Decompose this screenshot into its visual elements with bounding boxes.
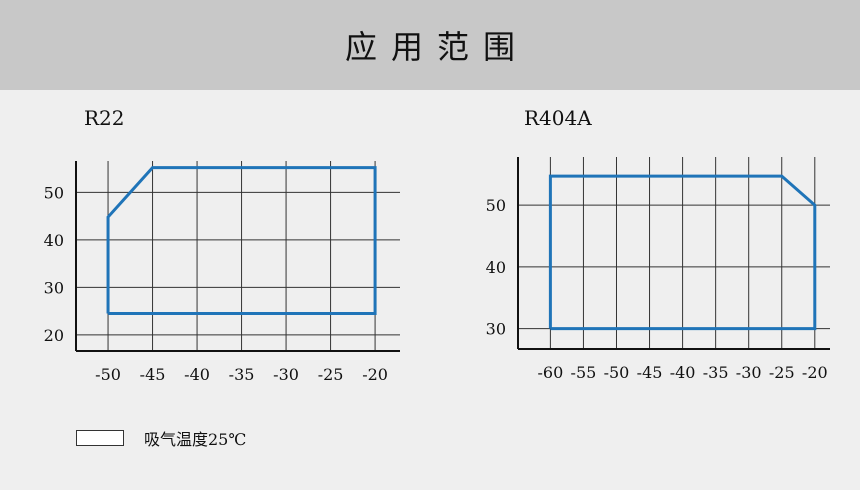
legend-swatch: [76, 430, 124, 446]
x-tick-label: -30: [736, 363, 762, 382]
x-tick-label: -40: [184, 365, 210, 384]
x-tick-label: -40: [670, 363, 696, 382]
x-tick-label: -50: [604, 363, 630, 382]
chart-title-r22: R22: [84, 106, 125, 130]
y-tick-label: 20: [44, 326, 64, 345]
x-tick-label: -45: [140, 365, 166, 384]
x-tick-label: -25: [769, 363, 795, 382]
y-tick-label: 30: [44, 278, 64, 297]
chart-title-r404a: R404A: [524, 106, 592, 130]
legend: 吸气温度25℃: [76, 426, 246, 450]
envelope-line: [106, 166, 377, 315]
x-tick-label: -35: [703, 363, 729, 382]
y-tick-label: 30: [486, 320, 506, 339]
chart-r404a: -60 -55 -50 -45 -40 -35 -30 -25 -20 30 40 50: [486, 157, 830, 382]
x-tick-label: -45: [637, 363, 663, 382]
y-tick-label: 40: [486, 258, 506, 277]
x-tick-label: -60: [538, 363, 564, 382]
legend-label: 吸气温度25℃: [144, 430, 247, 449]
x-tick-label: -30: [273, 365, 299, 384]
page-title: 应用范围: [344, 28, 529, 66]
x-tick-label: -35: [229, 365, 255, 384]
y-tick-label: 40: [44, 231, 64, 250]
envelope-line: [548, 174, 817, 331]
y-tick-label: 50: [486, 196, 506, 215]
x-tick-label: -50: [95, 365, 121, 384]
x-tick-label: -20: [362, 365, 388, 384]
x-tick-label: -25: [318, 365, 344, 384]
x-tick-label: -55: [571, 363, 597, 382]
header-bar: 应用范围: [0, 0, 860, 90]
y-tick-label: 50: [44, 183, 64, 202]
chart-r22: -50 -45 -40 -35 -30 -25 -20 20 30 40 50: [44, 161, 400, 384]
x-tick-label: -20: [802, 363, 828, 382]
